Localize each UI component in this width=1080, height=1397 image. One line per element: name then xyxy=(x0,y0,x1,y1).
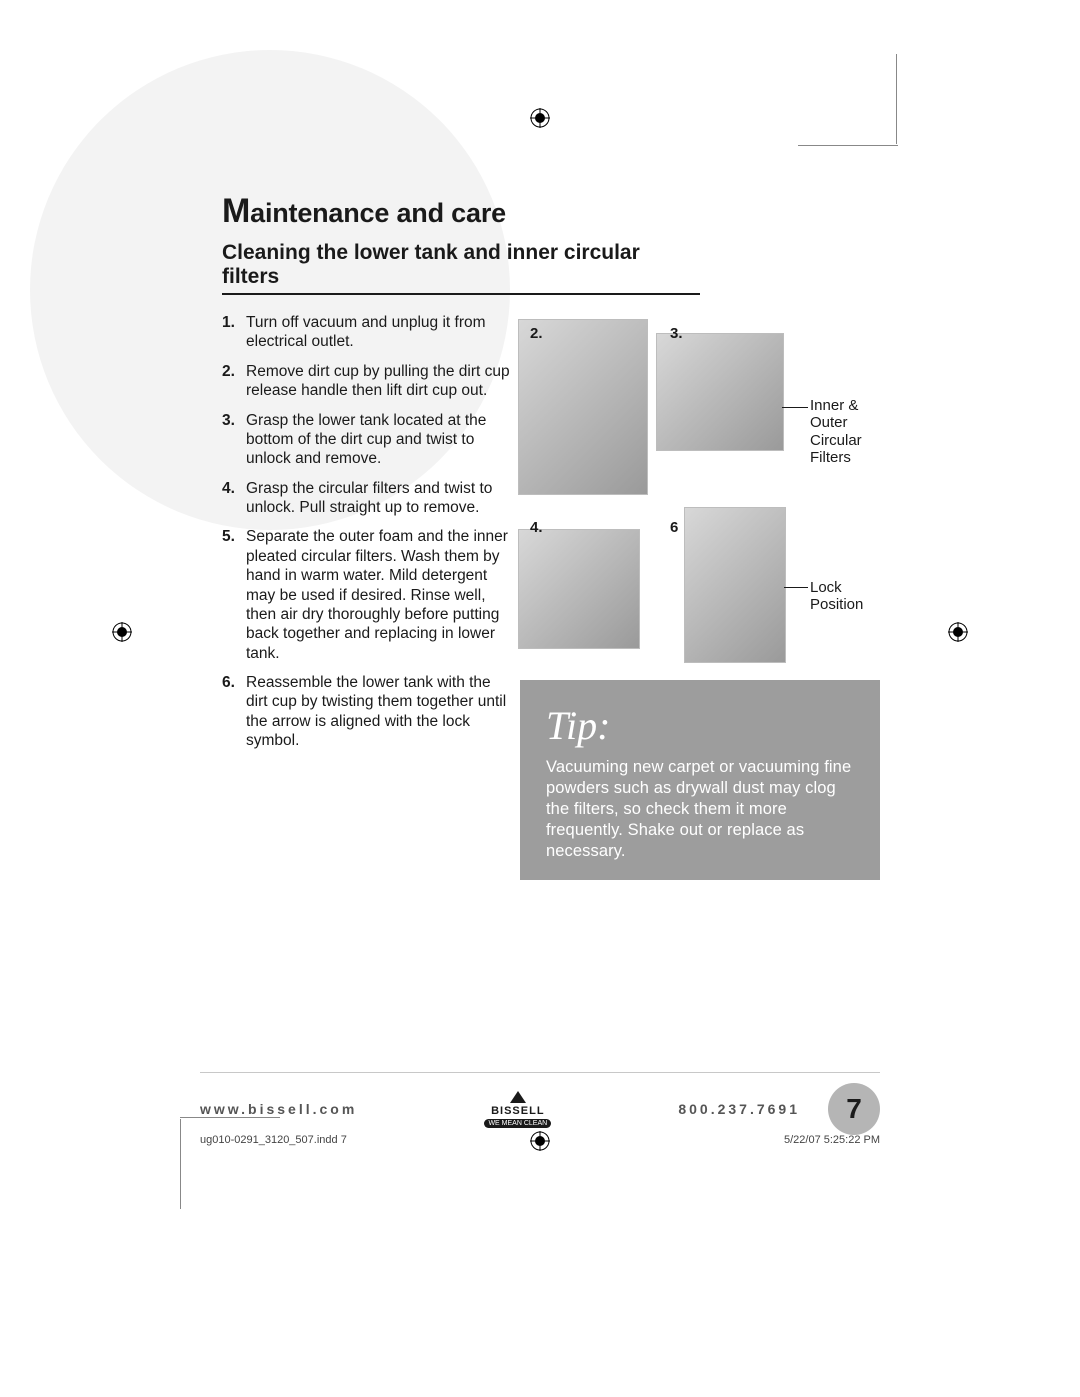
list-item: 2.Remove dirt cup by pulling the dirt cu… xyxy=(222,362,512,401)
list-item: 5.Separate the outer foam and the inner … xyxy=(222,527,512,663)
page-footer: www.bissell.com BISSELL WE MEAN CLEAN 80… xyxy=(200,1072,880,1135)
figure-label: 4. xyxy=(530,519,543,536)
page-title: Maintenance and care xyxy=(222,192,872,231)
title-rest: aintenance and care xyxy=(250,198,506,228)
tip-heading: Tip: xyxy=(546,702,854,749)
step-text: Reassemble the lower tank with the dirt … xyxy=(246,673,512,751)
registration-mark-icon xyxy=(948,622,968,642)
step-number: 5. xyxy=(222,527,246,663)
brand-logo: BISSELL WE MEAN CLEAN xyxy=(484,1091,551,1128)
tip-body: Vacuuming new carpet or vacuuming fine p… xyxy=(546,757,854,863)
title-dropcap: M xyxy=(222,192,250,230)
step-number: 4. xyxy=(222,479,246,518)
figure-label: 3. xyxy=(670,325,683,342)
step-text: Grasp the circular filters and twist to … xyxy=(246,479,512,518)
step-text: Separate the outer foam and the inner pl… xyxy=(246,527,512,663)
step-list: 1.Turn off vacuum and unplug it from ele… xyxy=(222,313,512,761)
crop-mark xyxy=(180,1119,181,1209)
step-number: 6. xyxy=(222,673,246,751)
tip-box: Tip: Vacuuming new carpet or vacuuming f… xyxy=(520,680,880,880)
figure-image xyxy=(518,319,648,495)
step-number: 2. xyxy=(222,362,246,401)
step-number: 3. xyxy=(222,411,246,469)
job-timestamp: 5/22/07 5:25:22 PM xyxy=(784,1134,880,1146)
list-item: 1.Turn off vacuum and unplug it from ele… xyxy=(222,313,512,352)
callout-line xyxy=(784,587,808,588)
page-number: 7 xyxy=(828,1083,880,1135)
section-heading: Cleaning the lower tank and inner circul… xyxy=(222,241,700,295)
step-text: Grasp the lower tank located at the bott… xyxy=(246,411,512,469)
logo-tagline: WE MEAN CLEAN xyxy=(484,1119,551,1128)
footer-url: www.bissell.com xyxy=(200,1101,357,1117)
callout-line xyxy=(782,407,808,408)
job-file: ug010-0291_3120_507.indd 7 xyxy=(200,1134,347,1146)
step-number: 1. xyxy=(222,313,246,352)
list-item: 3.Grasp the lower tank located at the bo… xyxy=(222,411,512,469)
crop-mark xyxy=(798,145,898,146)
registration-mark-icon xyxy=(112,622,132,642)
step-text: Remove dirt cup by pulling the dirt cup … xyxy=(246,362,512,401)
figure-image xyxy=(656,333,784,451)
list-item: 6.Reassemble the lower tank with the dir… xyxy=(222,673,512,751)
list-item: 4.Grasp the circular filters and twist t… xyxy=(222,479,512,518)
footer-phone: 800.237.7691 xyxy=(678,1101,800,1117)
registration-mark-icon xyxy=(530,108,550,128)
registration-mark-icon xyxy=(530,1131,550,1151)
logo-triangle-icon xyxy=(510,1091,526,1103)
step-text: Turn off vacuum and unplug it from elect… xyxy=(246,313,512,352)
figure-image xyxy=(684,507,786,663)
logo-text: BISSELL xyxy=(491,1105,544,1117)
figure-label: 6 xyxy=(670,519,678,536)
callout-text: Inner & Outer Circular Filters xyxy=(810,397,880,466)
figure-label: 2. xyxy=(530,325,543,342)
figure-image xyxy=(518,529,640,649)
crop-mark xyxy=(896,54,897,144)
callout-text: Lock Position xyxy=(810,579,880,614)
